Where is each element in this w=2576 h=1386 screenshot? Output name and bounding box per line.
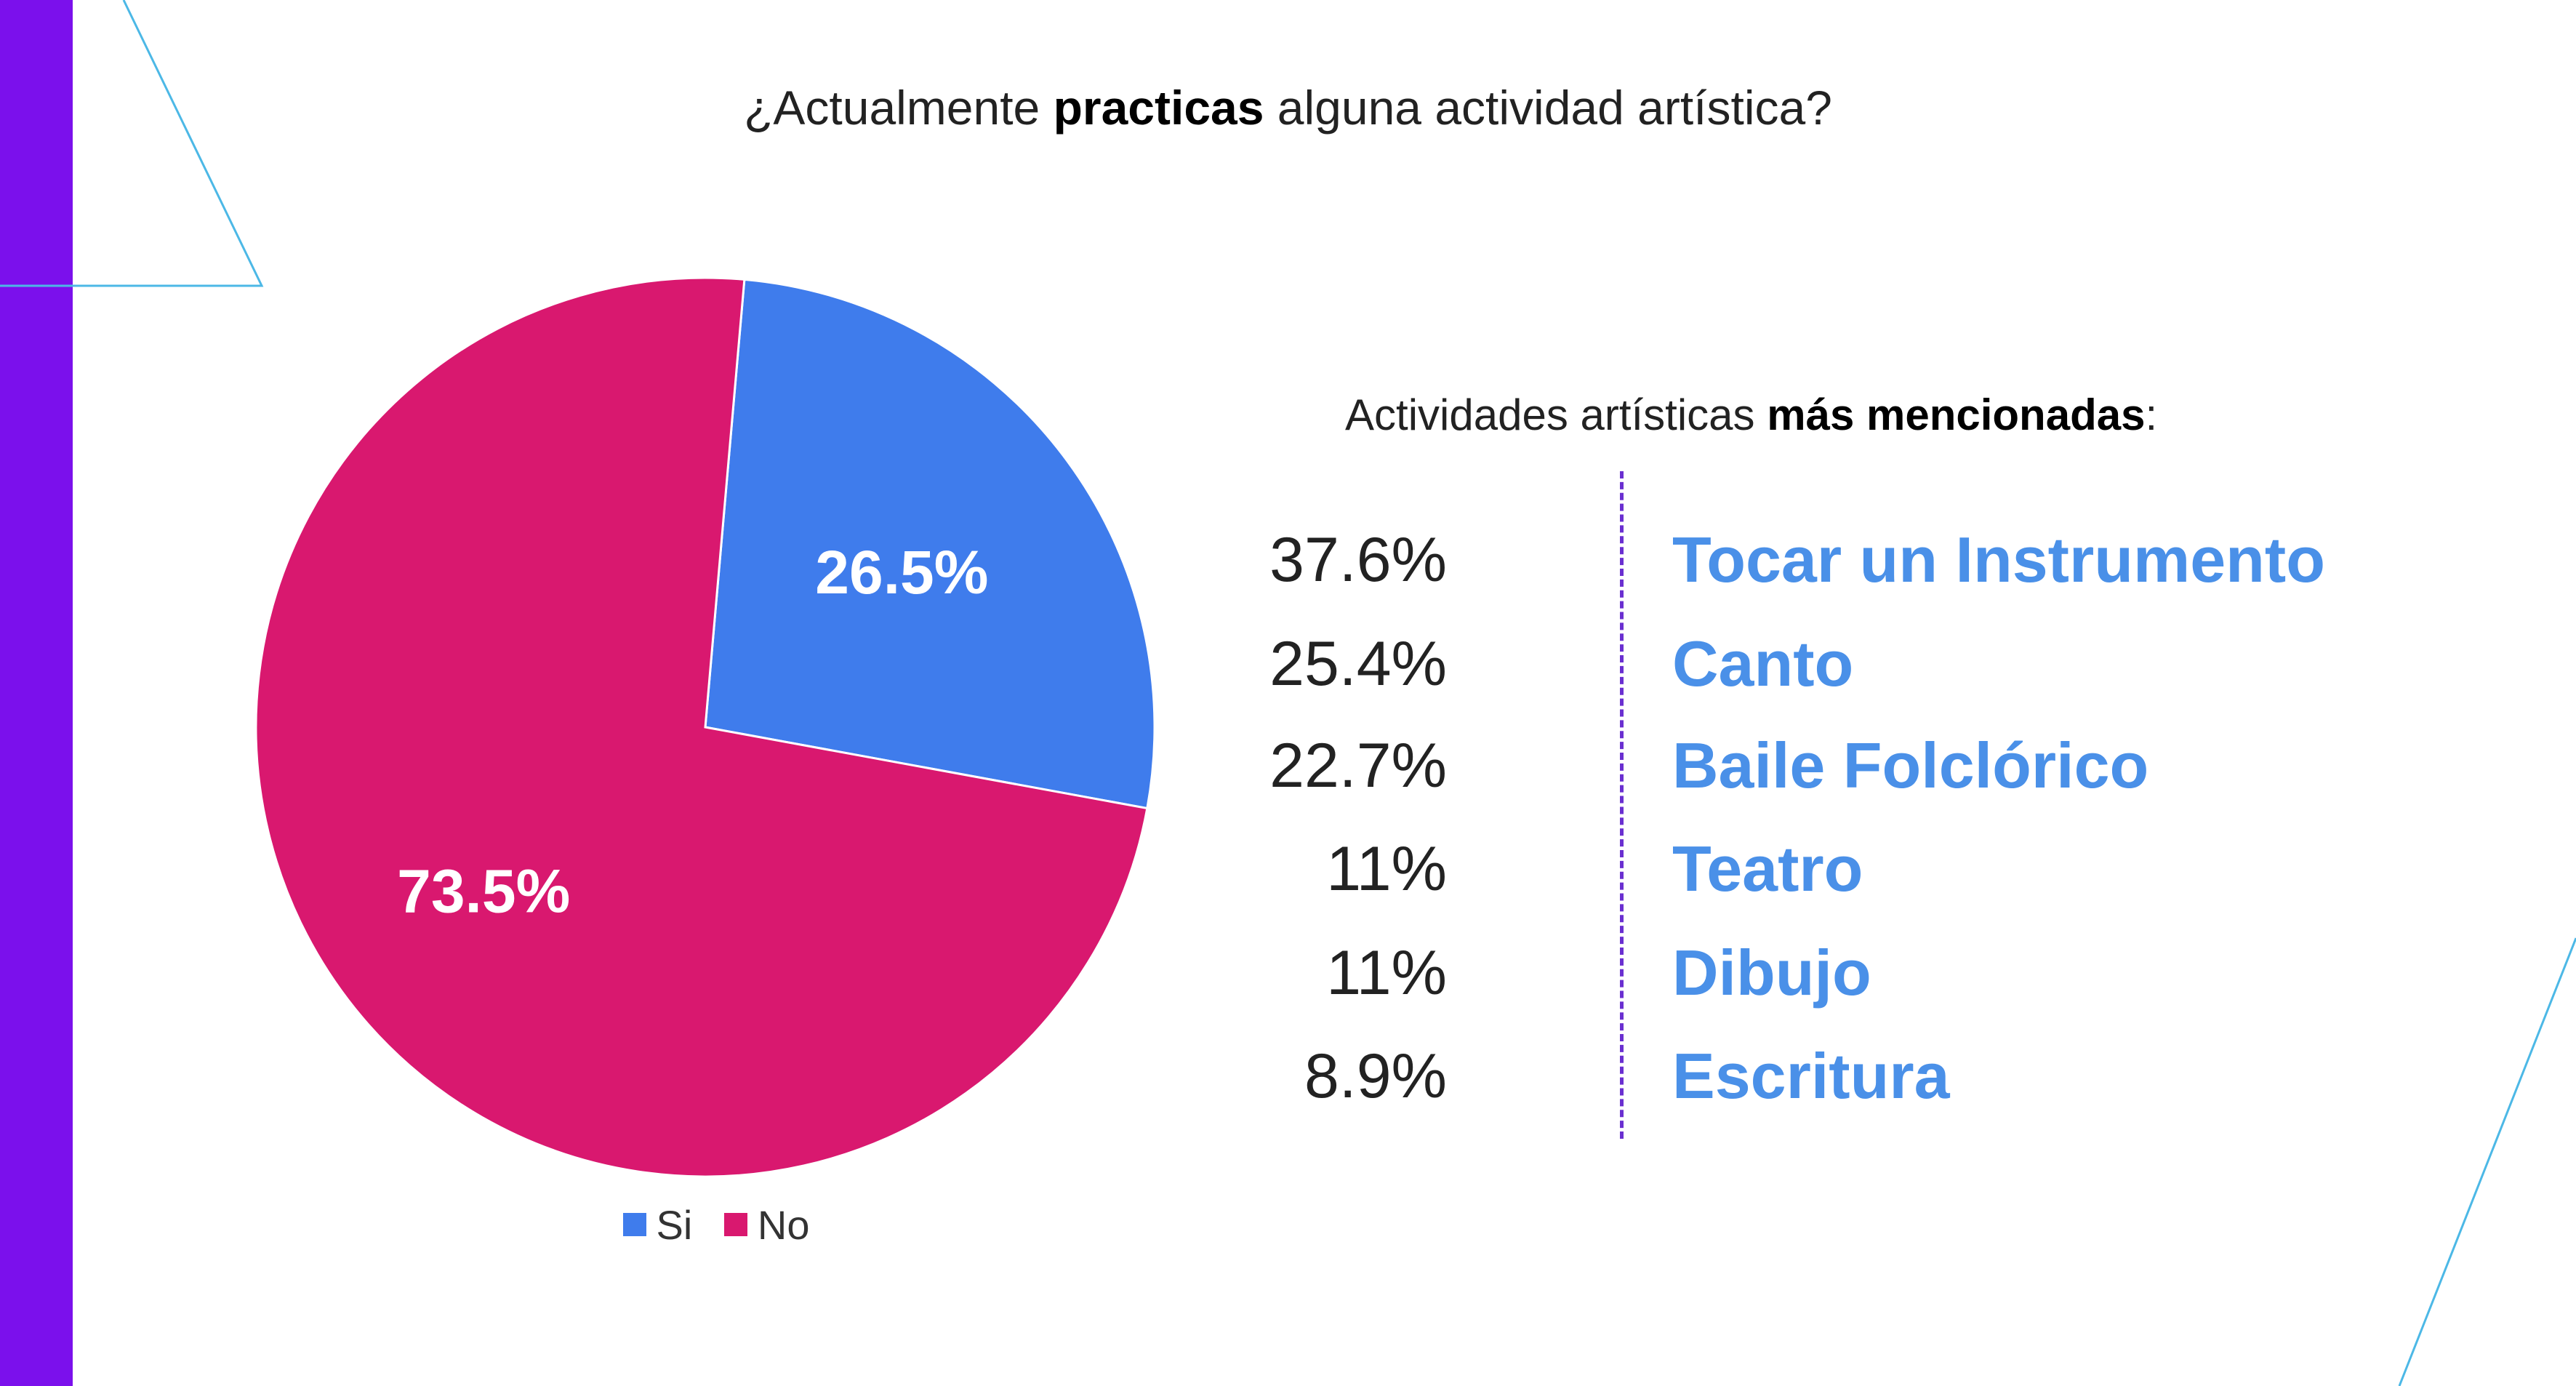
- activity-percent: 25.4%: [1269, 629, 1447, 699]
- legend-item-no: No: [723, 1201, 810, 1249]
- legend-swatch-no: [723, 1213, 747, 1236]
- activity-name: Canto: [1672, 628, 1854, 700]
- pie-slice-no: [254, 276, 1149, 1178]
- top-left-triangle-line: [0, 0, 264, 287]
- pie-legend: Si No: [0, 1198, 1432, 1249]
- title-prefix: ¿Actualmente: [744, 81, 1054, 135]
- activity-row: 8.9% Escritura: [1304, 1033, 2487, 1120]
- activity-row: 37.6% Tocar un Instrumento: [1269, 516, 2487, 604]
- legend-item-si: Si: [622, 1201, 693, 1249]
- activity-name: Escritura: [1672, 1040, 1950, 1112]
- legend-label-no: No: [757, 1201, 810, 1248]
- activity-percent: 37.6%: [1269, 525, 1447, 595]
- pie-label-si: 26.5%: [815, 538, 988, 606]
- left-accent-bar: [0, 0, 73, 1386]
- activity-row: 11% Teatro: [1323, 825, 2487, 913]
- activity-percent: 11%: [1326, 938, 1447, 1008]
- title-bold: practicas: [1053, 81, 1264, 135]
- pie-slice-si: [704, 278, 1156, 810]
- pie-chart: 26.5% 73.5%: [254, 276, 1156, 1178]
- activity-name: Dibujo: [1672, 937, 1871, 1009]
- chart-title: ¿Actualmente practicas alguna actividad …: [0, 80, 2576, 135]
- activity-percent: 8.9%: [1304, 1041, 1447, 1111]
- activity-row: 11% Dibujo: [1323, 929, 2487, 1017]
- activity-name: Baile Folclórico: [1672, 729, 2149, 801]
- activity-row: 22.7% Baile Folclórico: [1269, 722, 2487, 809]
- activities-divider: [1620, 471, 1624, 1139]
- activity-name: Teatro: [1672, 833, 1863, 905]
- legend-label-si: Si: [656, 1201, 693, 1248]
- activities-title-prefix: Actividades artísticas: [1345, 390, 1768, 439]
- activity-name: Tocar un Instrumento: [1672, 524, 2325, 596]
- activities-title-suffix: :: [2145, 390, 2158, 439]
- activity-row: 25.4% Canto: [1269, 620, 2487, 708]
- legend-swatch-si: [622, 1213, 646, 1236]
- pie-label-no: 73.5%: [397, 857, 570, 925]
- title-suffix: alguna actividad artística?: [1264, 81, 1832, 135]
- activities-title-bold: más mencionadas: [1767, 390, 2146, 439]
- activity-percent: 11%: [1326, 834, 1447, 904]
- activity-percent: 22.7%: [1269, 731, 1447, 801]
- activities-title: Actividades artísticas más mencionadas:: [1345, 390, 2157, 440]
- bottom-right-diagonal-line: [2398, 937, 2576, 1386]
